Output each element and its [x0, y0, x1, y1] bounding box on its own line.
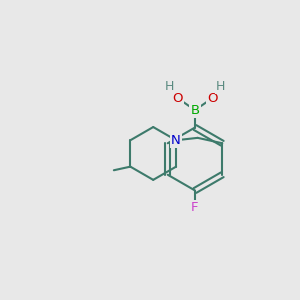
- Text: O: O: [207, 92, 218, 105]
- Text: F: F: [191, 201, 199, 214]
- Text: H: H: [216, 80, 226, 93]
- Text: N: N: [171, 134, 181, 147]
- Text: O: O: [172, 92, 183, 105]
- Text: B: B: [190, 103, 200, 117]
- Text: H: H: [164, 80, 174, 93]
